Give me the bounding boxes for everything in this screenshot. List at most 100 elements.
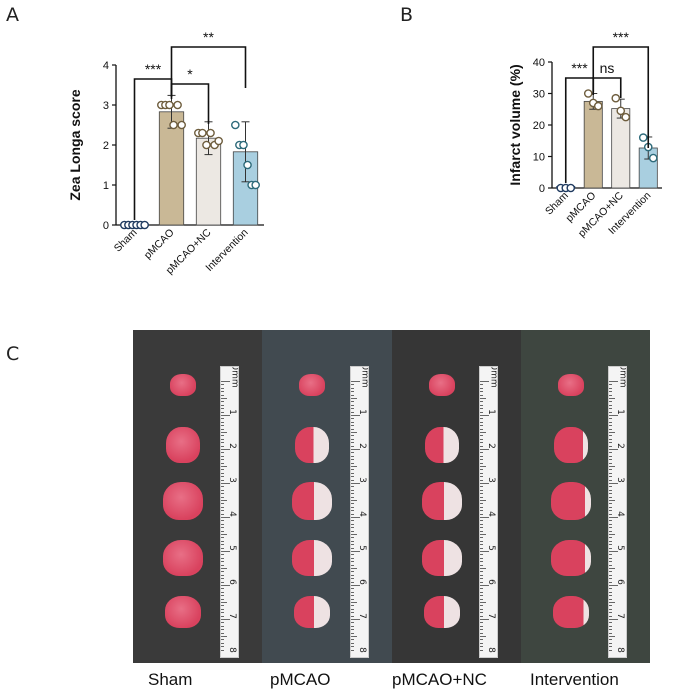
ruler-tick	[221, 534, 228, 535]
ruler-unit-label: 0mm	[229, 366, 240, 388]
ruler-number: 4	[614, 511, 625, 517]
brain-slice	[550, 540, 591, 576]
ruler-tick	[479, 557, 483, 559]
photo-panel: 0mm 1 2 3 4 5 6 7 8	[262, 330, 392, 663]
ruler-number: 2	[614, 443, 625, 449]
ruler-tick	[479, 564, 483, 566]
ruler-tick	[479, 605, 483, 607]
ruler-tick	[221, 394, 225, 396]
ruler-tick	[221, 619, 231, 620]
ruler-tick	[350, 557, 354, 559]
ruler-tick	[221, 472, 225, 474]
ruler-tick	[609, 506, 612, 508]
ruler-tick	[221, 496, 225, 498]
ruler-tick	[221, 479, 225, 481]
ruler-tick	[350, 615, 354, 617]
ruler-number: 6	[614, 579, 625, 585]
ruler-tick	[479, 595, 483, 597]
ruler-number: 5	[356, 545, 367, 551]
ruler-tick	[609, 534, 615, 535]
ruler-tick	[479, 404, 483, 406]
ruler-tick	[609, 554, 612, 556]
ruler-tick	[221, 459, 225, 461]
data-point	[616, 106, 626, 116]
data-point	[231, 120, 240, 130]
ruler-tick	[479, 500, 486, 501]
ruler-tick	[609, 476, 612, 478]
ruler-tick	[221, 500, 228, 501]
ruler-tick	[609, 513, 612, 515]
ruler-tick	[609, 391, 612, 393]
ruler-tick	[609, 622, 612, 624]
ruler-tick	[479, 394, 483, 396]
significance-label: ***	[613, 29, 630, 45]
y-tick-label: 20	[533, 120, 545, 132]
ruler-tick	[350, 605, 354, 607]
ruler-tick	[350, 462, 354, 464]
ruler-tick	[221, 612, 225, 614]
data-point	[566, 183, 576, 193]
ruler-tick	[350, 574, 354, 576]
brain-slice	[170, 374, 196, 396]
ruler-tick	[609, 384, 612, 386]
ruler-tick	[350, 496, 354, 498]
ruler-tick	[350, 649, 354, 651]
ruler-tick	[609, 496, 612, 498]
ruler-tick	[609, 636, 615, 637]
ruler-tick	[350, 625, 354, 627]
ruler-tick	[479, 442, 483, 444]
ruler-tick	[221, 625, 225, 627]
ruler-tick	[479, 391, 483, 393]
ruler-tick	[609, 432, 615, 433]
ruler-tick	[479, 506, 483, 508]
ruler-tick	[221, 636, 228, 637]
ruler-tick	[479, 408, 483, 410]
ruler-tick	[350, 381, 360, 382]
ruler-tick	[609, 404, 612, 406]
ruler-tick	[350, 619, 360, 620]
ruler-tick	[350, 398, 357, 399]
ruler-tick	[609, 394, 612, 396]
ruler-tick	[609, 564, 612, 566]
y-tick-label: 0	[103, 220, 109, 232]
ruler-tick	[350, 602, 357, 603]
ruler-tick	[609, 642, 612, 644]
ruler: 0mm 1 2 3 4 5 6 7 8	[220, 366, 240, 658]
ruler-tick	[350, 472, 354, 474]
ruler-tick	[479, 476, 483, 478]
ruler-number: 6	[227, 579, 238, 585]
ruler-tick	[350, 503, 354, 505]
ruler-tick	[479, 642, 483, 644]
ruler-tick	[350, 493, 354, 495]
ruler-tick	[221, 438, 225, 440]
ruler-tick	[350, 479, 354, 481]
ruler-tick	[221, 503, 225, 505]
ruler-number: 4	[485, 511, 496, 517]
ruler-tick	[479, 578, 483, 580]
ruler-tick	[479, 602, 486, 603]
ruler-tick	[350, 438, 354, 440]
ruler-tick	[479, 493, 483, 495]
ruler-number: 1	[356, 409, 367, 415]
ruler-tick	[609, 544, 612, 546]
ruler-tick	[609, 442, 612, 444]
ruler-tick	[479, 381, 489, 382]
ruler-tick	[350, 591, 354, 593]
ruler-tick	[479, 421, 483, 423]
ruler-tick	[479, 411, 483, 413]
ruler-tick	[350, 595, 354, 597]
ruler-tick	[609, 462, 612, 464]
ruler-tick	[221, 544, 225, 546]
ruler-tick	[479, 398, 486, 399]
ruler-tick	[479, 646, 483, 648]
ruler: 0mm 1 2 3 4 5 6 7 8	[349, 366, 369, 658]
ruler-tick	[221, 449, 231, 450]
ruler-tick	[609, 415, 618, 416]
data-point	[648, 153, 658, 163]
ruler-tick	[221, 476, 225, 478]
ruler-tick	[221, 564, 225, 566]
ruler-number: 6	[485, 579, 496, 585]
ruler-tick	[221, 401, 225, 403]
ruler-tick	[609, 646, 612, 648]
photo-label-pmcao: pMCAO	[270, 670, 331, 689]
